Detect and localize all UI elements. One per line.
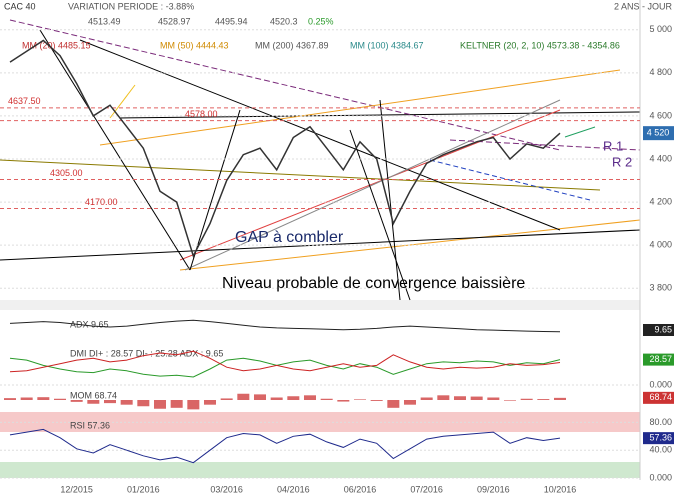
x-tick-label: 10/2016 bbox=[544, 484, 577, 494]
bar bbox=[420, 397, 433, 400]
bar bbox=[304, 395, 316, 400]
bar bbox=[37, 397, 50, 400]
panel-title: MOM 68.74 bbox=[70, 390, 117, 400]
legend-entry: KELTNER (20, 2, 10) 4573.38 - 4354.86 bbox=[460, 40, 620, 50]
current-value-label: 57.36 bbox=[649, 433, 672, 443]
bar bbox=[70, 400, 83, 402]
y-tick-label: 4 800 bbox=[649, 67, 672, 77]
bar bbox=[370, 400, 383, 401]
bar bbox=[204, 400, 216, 405]
panel-title: RSI 57.36 bbox=[70, 420, 110, 430]
bar bbox=[270, 397, 283, 400]
quote-open: 4513.49 bbox=[88, 16, 121, 26]
current-value-label: 28.57 bbox=[649, 354, 672, 364]
bar bbox=[504, 400, 516, 401]
bar bbox=[220, 398, 233, 400]
bar bbox=[354, 399, 366, 400]
bar bbox=[287, 396, 300, 400]
chart-title: CAC 40 bbox=[4, 1, 36, 11]
quote-change: 0.25% bbox=[308, 16, 334, 26]
y-tick-label: 4 200 bbox=[649, 196, 672, 206]
current-value-label: 9.65 bbox=[654, 324, 672, 334]
data-line bbox=[9, 357, 561, 378]
bar bbox=[554, 397, 566, 400]
y-tick-label: 4 600 bbox=[649, 110, 672, 120]
bar bbox=[154, 400, 166, 409]
bar bbox=[4, 398, 16, 400]
bar bbox=[170, 400, 183, 408]
x-tick-label: 06/2016 bbox=[344, 484, 377, 494]
bar bbox=[404, 400, 416, 405]
data-line bbox=[9, 319, 561, 333]
annotation: R 2 bbox=[612, 154, 632, 169]
bar bbox=[87, 400, 100, 404]
subtitle: VARIATION PERIODE : -3.88% bbox=[68, 1, 194, 11]
y-tick-label: 3 800 bbox=[649, 283, 672, 293]
bar bbox=[470, 396, 483, 400]
y-tick-label: 4 400 bbox=[649, 153, 672, 163]
level-label: 4305.00 bbox=[50, 168, 83, 178]
oversold-zone bbox=[0, 462, 640, 478]
annotation: Niveau probable de convergence baissière bbox=[222, 275, 525, 292]
bar bbox=[187, 400, 200, 410]
period: 2 ANS - JOUR bbox=[614, 1, 673, 11]
y-tick-label: 4 000 bbox=[649, 240, 672, 250]
quote-low: 4495.94 bbox=[215, 16, 248, 26]
current-value-box bbox=[643, 391, 674, 404]
legend-entry: MM (20) 4485.15 bbox=[22, 40, 91, 50]
y-tick-label: 5 000 bbox=[649, 24, 672, 34]
quote-close: 4520.3 bbox=[270, 16, 298, 26]
current-value-label: 68.74 bbox=[649, 392, 672, 402]
data-line bbox=[9, 39, 561, 258]
annotation: R 1 bbox=[603, 138, 623, 153]
y-tick-label: 0.000 bbox=[649, 472, 672, 482]
bar bbox=[454, 396, 466, 400]
x-tick-label: 12/2015 bbox=[60, 484, 93, 494]
trend-lines bbox=[0, 19, 641, 301]
bar bbox=[520, 398, 533, 400]
x-tick-label: 03/2016 bbox=[210, 484, 243, 494]
x-tick-label: 01/2016 bbox=[127, 484, 160, 494]
bar bbox=[120, 400, 133, 405]
bar bbox=[254, 394, 266, 400]
last-price-label: 4 520 bbox=[647, 128, 670, 138]
separator bbox=[0, 300, 640, 310]
quote-high: 4528.97 bbox=[158, 16, 191, 26]
bar bbox=[137, 400, 150, 407]
legend-entry: MM (100) 4384.67 bbox=[350, 40, 424, 50]
data-line bbox=[9, 350, 561, 373]
level-label: 4170.00 bbox=[85, 197, 118, 207]
bar bbox=[104, 400, 116, 404]
level-label: 4578.00 bbox=[185, 109, 218, 119]
panel-title: ADX 9.65 bbox=[70, 319, 109, 329]
bar bbox=[54, 398, 66, 400]
y-tick-label: 80.00 bbox=[649, 417, 672, 427]
y-tick-label: 40.00 bbox=[649, 445, 672, 455]
bar bbox=[237, 393, 250, 400]
bar bbox=[387, 400, 400, 408]
current-value-box bbox=[643, 324, 674, 336]
bar bbox=[437, 395, 450, 400]
y-tick-label: 0.000 bbox=[649, 379, 672, 389]
data-line bbox=[9, 428, 561, 464]
bar bbox=[487, 397, 500, 400]
bar bbox=[320, 398, 333, 400]
current-value-box bbox=[643, 432, 674, 445]
bar bbox=[20, 397, 33, 400]
level-label: 4637.50 bbox=[8, 96, 41, 106]
bar bbox=[537, 399, 550, 400]
bar bbox=[337, 400, 350, 402]
x-tick-label: 09/2016 bbox=[477, 484, 510, 494]
annotation: GAP à combler bbox=[235, 229, 344, 246]
legend-entry: MM (50) 4444.43 bbox=[160, 40, 229, 50]
x-tick-label: 07/2016 bbox=[410, 484, 443, 494]
panel-title: DMI DI+ : 28.57 DI- : 25.28 ADX : 9.65 bbox=[70, 348, 223, 358]
current-value-box bbox=[643, 353, 674, 366]
legend-entry: MM (200) 4367.89 bbox=[255, 40, 329, 50]
x-tick-label: 04/2016 bbox=[277, 484, 310, 494]
last-price-box bbox=[643, 126, 674, 141]
